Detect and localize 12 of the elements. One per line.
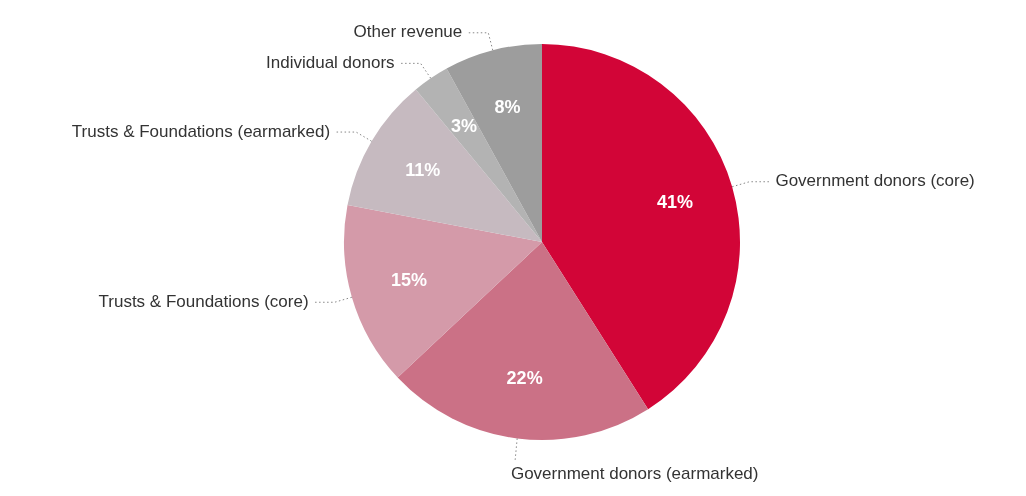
data-label: 8% — [494, 96, 521, 117]
slice-label: Individual donors — [266, 53, 395, 73]
slice-label: Government donors (core) — [775, 171, 975, 191]
data-label: 11% — [405, 160, 441, 181]
slice-label: Government donors (earmarked) — [510, 464, 759, 484]
slice-label: Trusts & Foundations (earmarked) — [71, 121, 331, 141]
data-label: 15% — [390, 269, 427, 290]
slice-label: Other revenue — [353, 22, 463, 42]
data-label: 41% — [657, 192, 694, 213]
data-label: 22% — [506, 368, 543, 389]
data-label: 3% — [451, 116, 478, 137]
slice-label: Trusts & Foundations (core) — [98, 291, 309, 311]
